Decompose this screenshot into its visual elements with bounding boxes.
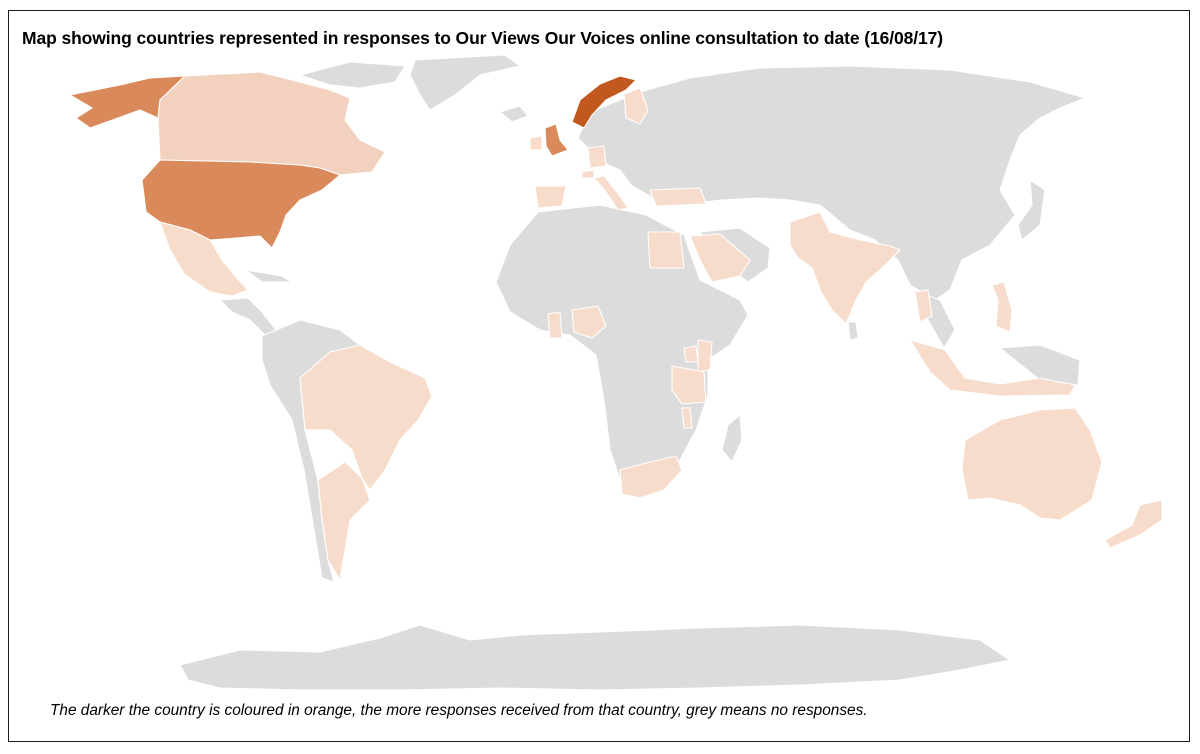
country-turkey: [649, 187, 707, 207]
country-thailand: [914, 289, 933, 323]
country-australia: [961, 407, 1103, 521]
country-ireland: [529, 135, 543, 151]
map-title: Map showing countries represented in res…: [22, 28, 944, 48]
cuba: [245, 269, 293, 283]
sri-lanka: [847, 321, 859, 341]
japan: [1017, 179, 1046, 241]
madagascar: [721, 414, 743, 463]
country-germany: [587, 145, 607, 169]
country-ghana: [547, 311, 563, 339]
country-united-states: [141, 159, 341, 249]
country-indonesia: [909, 339, 1076, 397]
country-alaska: [69, 75, 186, 129]
country-egypt: [647, 231, 685, 269]
country-united-kingdom: [544, 123, 569, 157]
country-mexico: [159, 221, 249, 297]
response-countries: [69, 71, 1163, 581]
country-norway: [571, 75, 637, 129]
country-switzerland: [581, 169, 595, 179]
country-india: [789, 211, 901, 325]
map-caption: The darker the country is coloured in or…: [50, 702, 868, 719]
country-south-africa: [619, 455, 683, 499]
central-america: [219, 297, 277, 337]
country-malawi: [681, 407, 693, 429]
country-kenya: [697, 339, 713, 373]
country-saudi-arabia: [689, 233, 751, 283]
country-tanzania: [671, 365, 707, 405]
country-spain: [534, 185, 567, 209]
country-argentina: [317, 461, 371, 581]
country-philippines: [991, 281, 1013, 333]
country-nigeria: [571, 305, 607, 339]
canadian-arctic-islands: [299, 61, 406, 89]
country-canada: [157, 71, 386, 176]
country-uganda: [683, 345, 699, 363]
country-finland: [623, 87, 649, 125]
country-italy: [593, 175, 629, 211]
country-brazil: [299, 344, 433, 491]
greenland: [409, 54, 521, 111]
papua: [999, 344, 1081, 386]
antarctica: [179, 624, 1011, 691]
iceland: [499, 105, 529, 123]
country-new-zealand: [1104, 499, 1163, 549]
